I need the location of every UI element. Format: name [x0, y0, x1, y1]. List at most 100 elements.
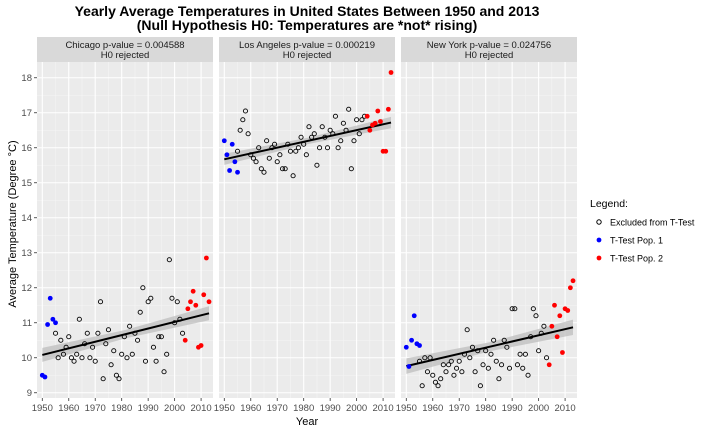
pop2-point	[554, 334, 560, 340]
excluded-point	[282, 166, 288, 172]
excluded-point	[100, 376, 106, 382]
pop2-point	[190, 288, 196, 294]
excluded-point	[454, 365, 460, 371]
pop2-point	[198, 343, 204, 348]
excluded-point	[66, 334, 72, 340]
pop2-point	[567, 285, 573, 291]
excluded-point	[119, 351, 125, 357]
facet-strip-subtitle: H0 rejected	[101, 50, 150, 61]
excluded-point	[475, 348, 481, 354]
excluded-point	[234, 148, 241, 154]
excluded-point	[166, 257, 172, 263]
excluded-point	[52, 330, 59, 336]
excluded-point	[274, 159, 280, 165]
x-tick-label: 1960	[240, 403, 261, 414]
excluded-point	[533, 313, 539, 319]
excluded-point	[164, 351, 170, 357]
excluded-point	[416, 358, 423, 364]
excluded-point	[256, 145, 262, 151]
excluded-point	[258, 166, 264, 172]
excluded-point	[58, 337, 64, 343]
legend-item-excluded: Excluded from T-Test	[596, 218, 695, 228]
x-tick-label: 1990	[320, 403, 341, 414]
pop1-point	[47, 295, 53, 301]
excluded-point	[322, 134, 328, 140]
x-tick-label: 2010	[373, 403, 394, 414]
trend-line	[42, 312, 210, 356]
excluded-point	[240, 117, 246, 123]
excluded-point	[279, 166, 286, 172]
excluded-point	[327, 127, 333, 133]
excluded-point	[140, 285, 146, 291]
x-tick-label: 1980	[293, 403, 314, 414]
excluded-point	[79, 355, 85, 361]
pop2-point	[375, 108, 381, 114]
excluded-point	[496, 376, 502, 382]
facet-strip-title: Los Angeles p-value = 0.000219	[239, 40, 375, 51]
pop1-point	[224, 152, 230, 158]
excluded-point	[541, 323, 547, 329]
excluded-point	[485, 365, 491, 371]
excluded-point	[298, 134, 304, 140]
excluded-point	[277, 152, 283, 158]
excluded-point	[346, 106, 352, 112]
x-tick-label: 1970	[267, 403, 288, 414]
excluded-point	[142, 358, 149, 364]
excluded-point	[309, 134, 315, 140]
excluded-point	[464, 327, 470, 333]
legend-label-pop2: T-Test Pop. 2	[610, 254, 663, 264]
pop1-point	[406, 364, 412, 369]
excluded-point	[332, 113, 339, 119]
excluded-point	[512, 306, 518, 312]
excluded-point	[301, 141, 307, 147]
excluded-point	[480, 362, 486, 368]
x-tick-label: 1960	[58, 403, 79, 414]
excluded-point	[113, 372, 119, 378]
trend-line	[406, 326, 574, 368]
y-tick-label: 13	[21, 248, 32, 259]
excluded-point	[180, 330, 186, 336]
x-tick-label: 2000	[528, 403, 549, 414]
excluded-point	[253, 159, 259, 165]
excluded-point	[351, 138, 357, 144]
pop1-point	[50, 316, 56, 322]
excluded-point	[348, 166, 354, 172]
excluded-point	[430, 372, 436, 378]
excluded-point	[427, 355, 433, 361]
excluded-point	[261, 169, 267, 175]
excluded-point	[356, 131, 362, 137]
excluded-point	[153, 358, 159, 364]
excluded-point	[424, 369, 431, 375]
legend-label-pop1: T-Test Pop. 1	[610, 236, 663, 246]
excluded-point	[124, 355, 130, 361]
pop1-point	[235, 169, 240, 175]
excluded-point	[451, 372, 457, 378]
pop2-point	[203, 255, 209, 261]
y-tick-label: 9	[27, 388, 32, 399]
excluded-point	[150, 344, 157, 350]
excluded-point	[129, 351, 135, 357]
excluded-point	[90, 344, 96, 350]
excluded-point	[156, 334, 162, 340]
pop2-point	[201, 292, 207, 298]
excluded-point	[84, 330, 90, 336]
legend-key-pop2	[596, 255, 602, 261]
excluded-point	[501, 337, 507, 343]
excluded-point	[483, 348, 489, 354]
excluded-point	[161, 369, 167, 375]
pop1-point	[409, 337, 414, 343]
excluded-point	[354, 117, 360, 123]
excluded-point	[446, 362, 452, 368]
excluded-point	[135, 337, 141, 343]
x-tick-label: 1950	[214, 403, 235, 414]
y-tick-label: 16	[21, 143, 32, 154]
legend-key-excluded	[596, 219, 602, 225]
excluded-point	[509, 306, 515, 312]
facet-strip	[401, 37, 577, 62]
y-tick-label: 14	[21, 213, 32, 224]
pop2-point	[552, 302, 557, 308]
excluded-point	[121, 334, 127, 340]
x-tick-label: 2010	[191, 403, 212, 414]
